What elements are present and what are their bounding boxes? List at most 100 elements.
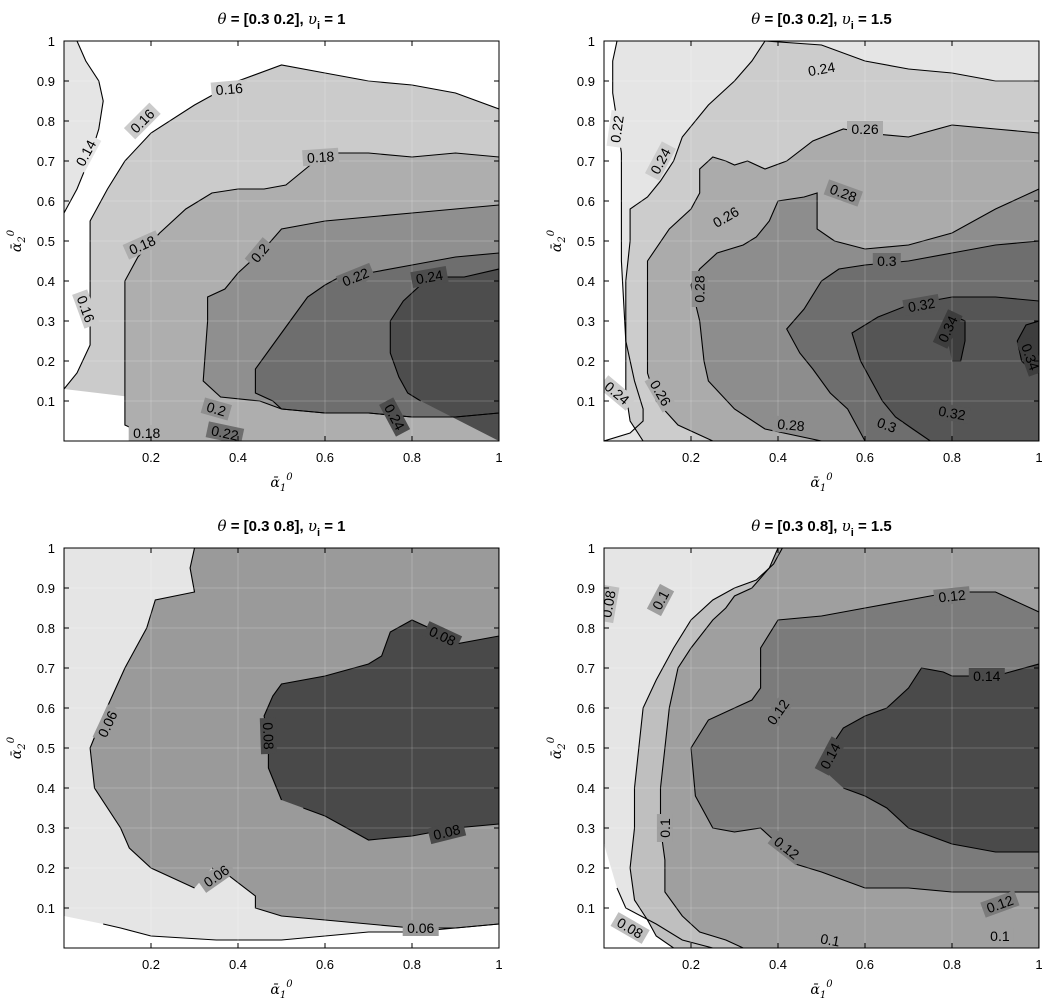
x-tick-label: 1 <box>1035 450 1042 465</box>
contour-line-0_26 <box>646 124 1039 441</box>
contour-label-bg <box>122 230 162 260</box>
x-tick-label: 0.8 <box>403 450 421 465</box>
contour-fill-0_14 <box>821 664 1039 852</box>
x-label-sup: 0 <box>826 472 833 483</box>
y-label-sub: 2 <box>17 743 28 750</box>
contour-label: 0.16 <box>210 79 248 99</box>
y-tick-label: 0.6 <box>577 701 595 716</box>
x-tick-label: 0.2 <box>142 957 160 972</box>
y-tick-label: 0.3 <box>37 821 55 836</box>
contour-label: 0.3 <box>872 253 901 269</box>
y-tick-label: 0.8 <box>37 114 55 129</box>
y-tick-label: 0.8 <box>37 621 55 636</box>
contour-label-bg <box>656 814 673 842</box>
contour-line-0_28 <box>690 188 1039 441</box>
x-tick-label: 0.8 <box>403 957 421 972</box>
contour-label-text: 0.12 <box>938 587 967 606</box>
y-tick-label: 0.9 <box>577 74 595 89</box>
title-subscript: i <box>851 527 854 539</box>
x-tick-label: 0.6 <box>856 957 874 972</box>
x-tick-label: 0.6 <box>316 450 334 465</box>
chart-title: θ = [0.3 0.2], υi = 1.5 <box>751 10 891 32</box>
panel-bottom-right: 0.08 0.1 0.120.120.140.140.10.120.120.08 0.… <box>546 517 1043 1000</box>
x-tick-label: 0.2 <box>682 957 700 972</box>
contour-line-0_22 <box>254 252 499 418</box>
contour-label-bg <box>427 819 467 845</box>
x-tick-label: 0.6 <box>856 450 874 465</box>
x-tick-label: 0.4 <box>229 450 247 465</box>
contour-label: 0.08 <box>259 717 278 755</box>
panel-top-left: 0.140.160.160.160.180.180.180.20.20.220.… <box>6 10 503 494</box>
contour-lines <box>64 548 499 941</box>
contour-label: 0.06 <box>402 920 439 936</box>
y-axis-label-group: ᾱ20 <box>6 736 28 759</box>
contour-label-text: 0.08 <box>598 589 619 619</box>
y-tick-label: 0.7 <box>37 661 55 676</box>
contour-label-bg <box>604 375 636 411</box>
x-tick-label: 1 <box>495 957 502 972</box>
y-tick-label: 1 <box>48 34 55 49</box>
y-tick-label: 0.1 <box>37 901 55 916</box>
contour-label-bg <box>802 57 841 81</box>
contour-label-text: 0.06 <box>407 920 434 936</box>
contour-fill-0_14 <box>64 41 104 213</box>
x-label-sub: 1 <box>280 483 286 494</box>
ticks: 0.2 0.4 0.6 0.8 1 0.1 0.2 0.3 0.4 0.5 0.6 0.7 0.8 0.9… <box>37 541 503 972</box>
title-subscript: i <box>317 527 320 539</box>
x-tick-label: 0.8 <box>943 957 961 972</box>
y-axis-label: ᾱ20 <box>546 736 568 759</box>
contour-label-text: 0.16 <box>215 80 244 98</box>
y-tick-label: 1 <box>48 541 55 556</box>
title-symbol: θ <box>218 10 227 28</box>
y-label-base: ᾱ <box>9 749 25 759</box>
title-subscript: i <box>317 20 320 32</box>
y-tick-label: 0.9 <box>37 74 55 89</box>
panel-bottom-left: 0.06 0.080.080.080.060.060.2 0.4 0.6 0.8 10.1… <box>6 517 503 1000</box>
y-label-base: ᾱ <box>549 749 565 759</box>
contour-fill-0_24 <box>390 269 499 441</box>
contour-label: 0.18 <box>128 425 165 441</box>
contour-line-0_3 <box>786 240 1039 441</box>
y-tick-label: 0.4 <box>577 274 595 289</box>
contour-label-bg <box>123 102 161 140</box>
y-tick-label: 0.7 <box>37 154 55 169</box>
contour-labels: 0.240.220.240.260.260.24 0.260.280.280.28… <box>604 57 1039 438</box>
contour-label-bg <box>761 692 795 732</box>
contour-label-text: 0.28 <box>777 416 806 434</box>
x-label-base: ᾱ <box>810 982 820 998</box>
contour-label: 0.26 <box>847 121 883 137</box>
y-tick-label: 0.5 <box>577 741 595 756</box>
x-axis-label: ᾱ10 <box>810 979 833 1000</box>
contour-label: 0.22 <box>205 421 245 441</box>
contour-line-0_22 <box>604 41 1039 441</box>
contour-label-bg <box>872 253 901 269</box>
y-tick-label: 0.3 <box>37 314 55 329</box>
contour-label: 0.1 <box>656 814 673 842</box>
contour-label-text: 0.32 <box>907 295 937 316</box>
contour-label-bg <box>205 421 245 441</box>
y-tick-label: 0.4 <box>37 274 55 289</box>
y-tick-label: 0.5 <box>37 741 55 756</box>
contour-label-text: 0.1 <box>657 818 673 838</box>
contour-label-bg <box>335 262 376 292</box>
contour-label-bg <box>379 397 411 437</box>
contour-line-0_32 <box>851 296 1039 441</box>
title-symbol: θ <box>751 517 760 535</box>
y-axis-label-group: ᾱ20 <box>546 229 568 252</box>
contour-label-text: 0.2 <box>205 399 228 420</box>
ticks: 0.2 0.4 0.6 0.8 1 0.1 0.2 0.3 0.4 0.5 0.6 0.7 0.8 0.9… <box>37 34 503 465</box>
title-tail: = 1 <box>320 11 345 28</box>
y-label-sup: 0 <box>546 229 557 236</box>
contour-label-bg <box>902 293 941 317</box>
contour-label: 0.08 <box>422 621 463 651</box>
contour-labels: 0.08 0.1 0.120.120.140.140.10.120.120.08 0.… <box>598 583 1020 948</box>
contour-label: 0.2 <box>200 397 232 421</box>
contour-line-0_06 <box>89 548 499 929</box>
contour-label-bg <box>1016 337 1039 377</box>
contour-label-text: 0.24 <box>415 267 445 288</box>
contour-line-0_04 <box>64 548 499 941</box>
x-label-sub: 1 <box>280 990 286 1000</box>
contour-label-bg <box>422 621 463 651</box>
title-symbol-2: υ <box>308 517 317 535</box>
contour-label-bg <box>814 736 846 776</box>
